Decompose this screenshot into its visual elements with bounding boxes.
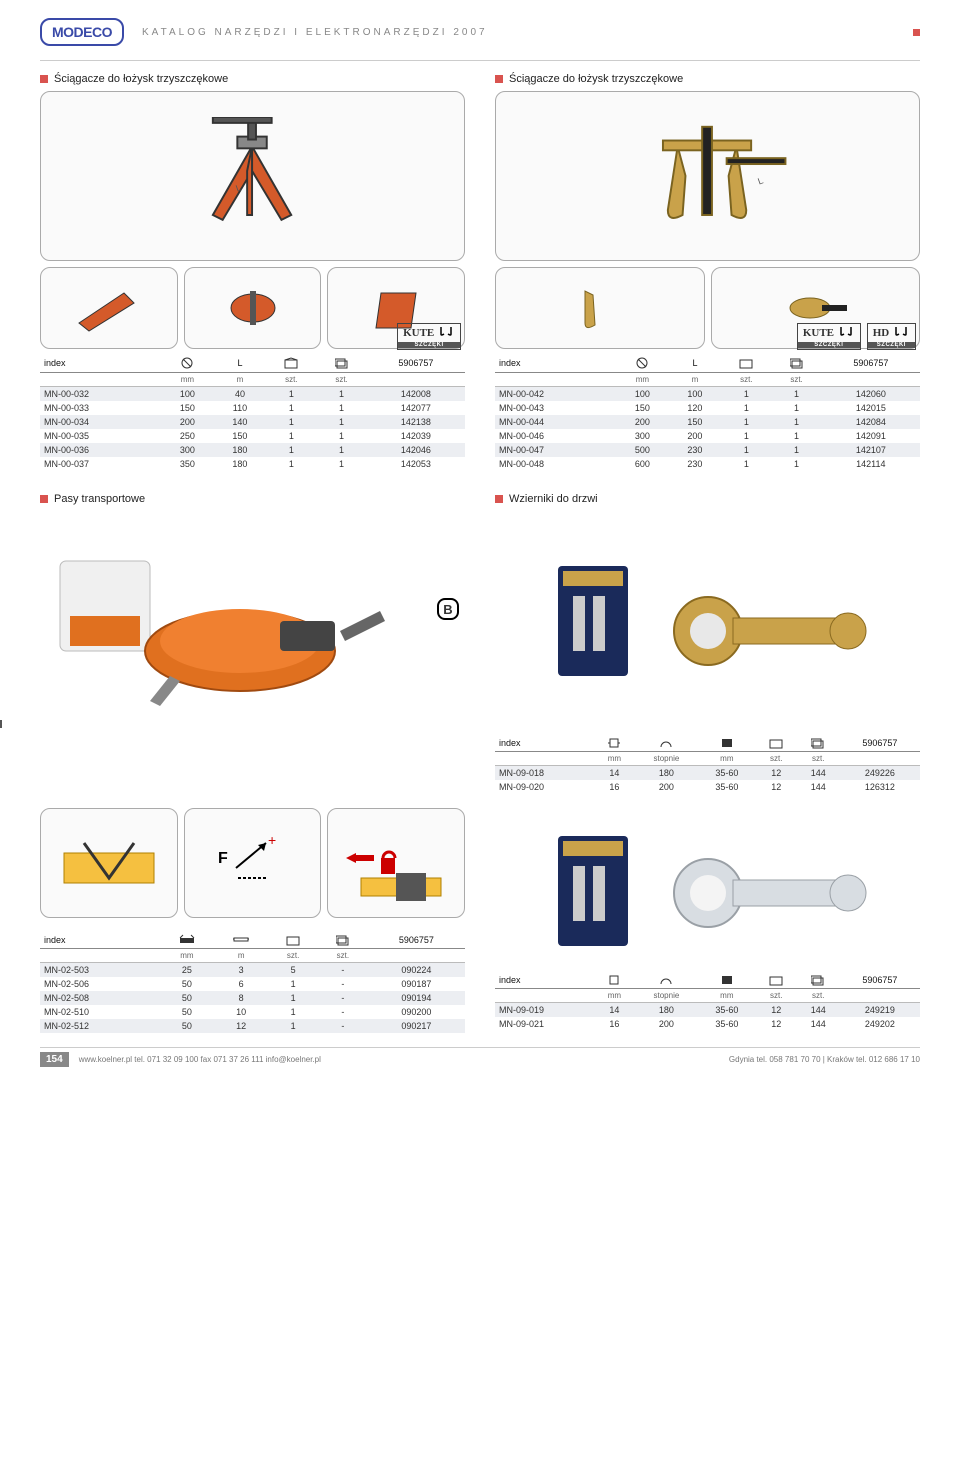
sub-mm: mm — [161, 373, 214, 387]
table-row: MN-00-03525015011142039 — [40, 429, 465, 443]
table-row: MN-00-03735018011142053 — [40, 457, 465, 471]
product-image-viewer-chrome — [495, 808, 920, 968]
section-title-3: Pasy transportowe — [40, 493, 465, 505]
jaw-icon — [892, 326, 910, 336]
badge-kute-label: KUTE — [403, 327, 434, 339]
side-tab-marker — [0, 720, 2, 728]
jaw-icon — [437, 326, 455, 336]
sub-m: m — [214, 373, 267, 387]
door-viewer-chrome-illustration — [528, 818, 888, 958]
table-row: MN-00-04750023011142107 — [495, 443, 920, 457]
table-1: index L 5906757 mm m szt. szt. — [40, 354, 465, 471]
table-row: MN-09-0201620035-6012144126312 — [495, 780, 920, 794]
door-viewer-brass-illustration — [528, 536, 888, 706]
force-arrow-icon: F + — [198, 823, 308, 903]
table-row: MN-02-5065061-090187 — [40, 977, 465, 991]
section-title-1: Ściągacze do łożysk trzyszczękowe — [40, 73, 465, 85]
table-row: MN-00-03630018011142046 — [40, 443, 465, 457]
th-dia-icon — [161, 354, 214, 373]
badge-kute: KUTE SZCZĘKI — [397, 323, 461, 350]
table-row: MN-00-0321004011142008 — [40, 387, 465, 402]
svg-text:F: F — [218, 850, 228, 867]
puller-brass-illustration — [559, 117, 855, 235]
header-accent-square — [913, 29, 920, 36]
table-2: index L 5906757 mm m szt. szt. — [495, 354, 920, 471]
catalog-title: KATALOG NARZĘDZI I ELEKTRONARZĘDZI 2007 — [142, 27, 488, 38]
table-row: MN-00-04210010011142060 — [495, 387, 920, 402]
bullet-icon — [40, 75, 48, 83]
table-row: MN-00-03420014011142138 — [40, 415, 465, 429]
badge-sub: SZCZĘKI — [398, 342, 460, 348]
table-5: index 5906757 mm stopnie mm szt. — [495, 972, 920, 1031]
table-row: MN-02-51250121-090217 — [40, 1019, 465, 1033]
product-image-strap: B — [40, 511, 465, 731]
table-row: MN-09-0211620035-6012144249202 — [495, 1017, 920, 1031]
footer-left: www.koelner.pl tel. 071 32 09 100 fax 07… — [79, 1055, 321, 1064]
table-3: index 5906757 mm stopnie mm szt. — [495, 735, 920, 794]
strap-detail-icon — [54, 823, 164, 903]
table-row: MN-00-04420015011142084 — [495, 415, 920, 429]
table-row: MN-02-51050101-090200 — [40, 1005, 465, 1019]
bullet-icon — [495, 75, 503, 83]
puller-orange-illustration — [104, 117, 400, 235]
table-row: MN-09-0181418035-6012144249226 — [495, 766, 920, 781]
page-header: MODECO KATALOG NARZĘDZI I ELEKTRONARZĘDZ… — [40, 18, 920, 46]
th-L: L — [214, 354, 267, 373]
logo: MODECO — [40, 18, 124, 46]
svg-text:+: + — [268, 832, 276, 848]
product-image-puller-orange: L — [40, 91, 465, 261]
table-row: MN-00-04315012011142015 — [495, 401, 920, 415]
table-row: MN-00-04630020011142091 — [495, 429, 920, 443]
table-row: MN-00-03315011011142077 — [40, 401, 465, 415]
table-row: MN-02-5032535-090224 — [40, 963, 465, 978]
bullet-icon — [495, 495, 503, 503]
instr-3 — [327, 808, 465, 918]
th-box-icon — [266, 354, 316, 373]
sub-szt: szt. — [316, 373, 366, 387]
section-title-2: Ściągacze do łożysk trzyszczękowe — [495, 73, 920, 85]
instr-1 — [40, 808, 178, 918]
table-row: MN-02-5085081-090194 — [40, 991, 465, 1005]
product-image-viewer-brass — [495, 511, 920, 731]
badge-hd: HD SZCZĘKI — [867, 323, 916, 350]
bullet-icon — [40, 495, 48, 503]
product-image-puller-brass: L — [495, 91, 920, 261]
th-barcode: 5906757 — [367, 354, 465, 373]
badge-b-icon: B — [437, 598, 459, 620]
header-rule — [40, 60, 920, 61]
instr-2: F + — [184, 808, 322, 918]
badge-kute: KUTE SZCZĘKI — [797, 323, 861, 350]
th-index: index — [40, 354, 161, 373]
th-multibox-icon — [316, 354, 366, 373]
sub-szt: szt. — [266, 373, 316, 387]
table-4: index 5906757 mm m szt. szt. — [40, 932, 465, 1033]
section-2-label: Ściągacze do łożysk trzyszczękowe — [509, 73, 683, 85]
page-number: 154 — [40, 1052, 69, 1067]
table-row: MN-00-04860023011142114 — [495, 457, 920, 471]
strap-instruction-row: F + — [40, 808, 465, 918]
table-row: MN-09-0191418035-6012144249219 — [495, 1003, 920, 1018]
section-1-label: Ściągacze do łożysk trzyszczękowe — [54, 73, 228, 85]
footer-right: Gdynia tel. 058 781 70 70 | Kraków tel. … — [729, 1055, 920, 1064]
section-title-4: Wzierniki do drzwi — [495, 493, 920, 505]
page-footer: 154 www.koelner.pl tel. 071 32 09 100 fa… — [40, 1047, 920, 1067]
lock-open-icon — [341, 823, 451, 903]
strap-illustration — [40, 521, 400, 721]
jaw-icon — [837, 326, 855, 336]
